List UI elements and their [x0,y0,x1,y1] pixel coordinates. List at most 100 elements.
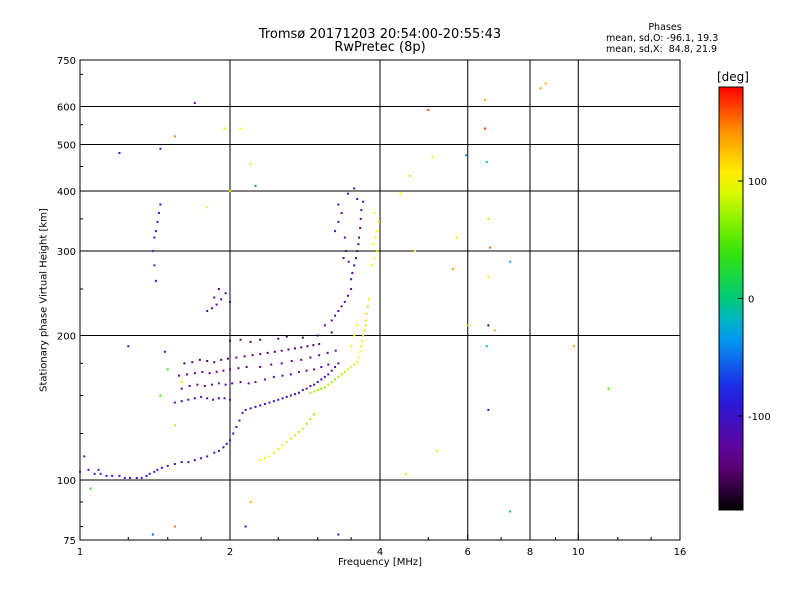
data-point [330,331,333,334]
data-point [173,135,176,138]
y-tick-label: 200 [57,332,76,343]
data-point [327,383,330,386]
data-point [362,200,365,203]
data-point [87,468,90,471]
data-point [347,260,350,263]
data-point [180,461,183,464]
data-point [293,347,296,350]
data-point [413,250,416,253]
data-point [187,398,190,401]
data-point [372,243,375,246]
data-point [290,360,293,363]
data-point [305,369,308,372]
data-point [212,398,215,401]
colorbar-tick-label: 0 [748,295,754,306]
data-point [373,212,376,215]
data-point [281,397,284,400]
data-point [360,345,363,348]
data-point [509,260,512,263]
y-tick-label: 500 [57,141,76,152]
data-point [487,408,490,411]
plot-title: Tromsø 20171203 20:54:00-20:55:43 [258,27,502,42]
data-point [229,398,231,401]
data-point [153,236,156,239]
data-point [244,525,247,528]
data-point [451,268,454,271]
data-point [153,470,156,473]
data-point [431,156,434,159]
data-point [309,418,312,421]
data-point [237,367,240,370]
data-point [173,401,176,404]
data-point [360,209,363,212]
data-point [539,87,542,90]
data-point [157,212,160,215]
data-point [123,476,126,479]
phase-stats-x-mode: mean, sd,X: 84.8, 21.9 [606,44,718,55]
data-point [243,355,246,358]
data-point [206,360,209,363]
data-point [350,365,353,368]
data-point [156,468,159,471]
data-point [140,476,143,479]
y-axis-label: Stationary phase Virtual Height [km] [38,208,50,392]
data-point [156,220,159,223]
phase-stats-o-mode: mean, sd,O: -96.1, 19.3 [606,33,719,44]
data-point [289,437,292,440]
data-point [160,466,163,469]
data-point [217,382,220,385]
data-point [334,378,337,381]
data-point [225,442,228,445]
data-point [238,419,241,422]
x-tick-label: 10 [572,547,585,558]
data-point [259,353,262,356]
data-point [318,343,321,346]
data-point [354,257,357,260]
data-point [217,397,220,400]
data-point [362,334,365,337]
data-point [337,362,340,365]
data-point [487,324,490,327]
data-point [346,368,349,371]
data-point [145,474,148,477]
data-point [210,383,213,386]
data-point [353,187,356,190]
data-point [281,374,284,377]
data-point [376,230,379,233]
data-point [435,449,438,452]
data-point [313,413,316,416]
data-point [268,401,271,404]
data-point [365,312,368,315]
data-point [239,338,242,341]
data-point [79,470,81,473]
data-point [293,434,296,437]
x-axis-label: Frequency [MHz] [337,557,423,568]
data-point [254,405,257,408]
data-point [229,190,231,193]
data-point [249,500,252,503]
data-point [247,382,250,385]
data-point [159,147,162,150]
data-point [187,461,190,464]
data-point [193,372,196,375]
data-point [318,354,321,357]
data-point [359,227,362,230]
data-point [455,236,458,239]
data-point [280,362,283,365]
data-point [320,365,323,368]
data-point [239,381,242,384]
data-point [330,381,333,384]
data-point [217,288,220,291]
data-point [484,127,487,130]
data-point [409,174,412,177]
data-point [111,474,114,477]
data-point [222,369,225,372]
data-point [350,278,353,281]
data-point [223,127,226,130]
data-point [180,381,183,384]
data-point [193,459,196,462]
data-point [266,351,269,354]
data-point [206,309,209,312]
data-point [259,404,262,407]
